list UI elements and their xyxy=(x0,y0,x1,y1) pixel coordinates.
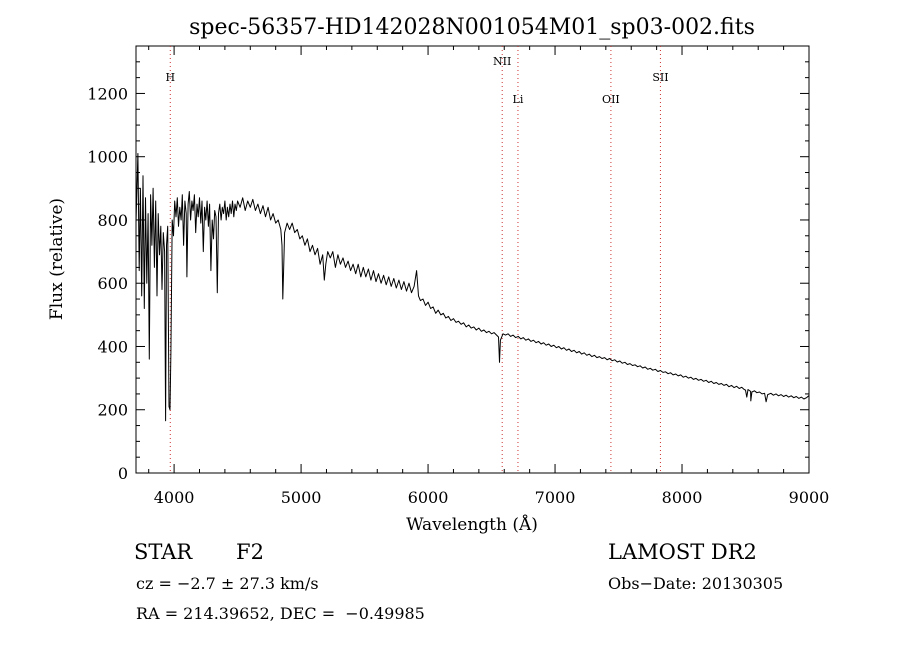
y-tick-label: 1000 xyxy=(87,148,128,167)
x-tick-label: 9000 xyxy=(789,488,830,507)
object-type: STAR xyxy=(134,540,193,564)
x-axis-label: Wavelength (Å) xyxy=(406,514,538,535)
y-axis-label: Flux (relative) xyxy=(47,198,67,320)
x-tick-label: 4000 xyxy=(154,488,195,507)
spectrum-series xyxy=(135,153,810,422)
obs-date: Obs−Date: 20130305 xyxy=(608,574,784,593)
line-marker-label-sii: SII xyxy=(652,71,668,84)
survey-name: LAMOST DR2 xyxy=(608,540,757,564)
chart-title: spec-56357-HD142028N001054M01_sp03-002.f… xyxy=(189,15,755,40)
line-marker-label-li: Li xyxy=(513,93,524,106)
x-tick-label: 6000 xyxy=(408,488,449,507)
y-tick-label: 800 xyxy=(97,211,128,230)
spectral-line-markers: H NII Li OII SII xyxy=(165,46,669,473)
line-marker-label-h: H xyxy=(165,71,175,84)
x-tick-label: 7000 xyxy=(535,488,576,507)
axis-ticks xyxy=(136,45,810,474)
plot-frame xyxy=(135,45,810,474)
spectral-subclass: F2 xyxy=(236,540,264,564)
y-tick-label: 400 xyxy=(97,337,128,356)
y-tick-label: 200 xyxy=(97,401,128,420)
redshift-value: cz = −2.7 ± 27.3 km/s xyxy=(136,574,319,593)
x-tick-label: 8000 xyxy=(662,488,703,507)
tick-labels: 4000 5000 6000 7000 8000 9000 0 200 400 600 800 100… xyxy=(87,84,829,507)
x-tick-label: 5000 xyxy=(281,488,322,507)
line-marker-label-oii: OII xyxy=(602,93,620,106)
line-marker-label-nii: NII xyxy=(493,55,511,68)
y-tick-label: 0 xyxy=(118,464,128,483)
y-tick-label: 1200 xyxy=(87,84,128,103)
spectrum-line xyxy=(135,153,810,422)
coordinates: RA = 214.39652, DEC = −0.49985 xyxy=(136,604,425,623)
y-tick-label: 600 xyxy=(97,274,128,293)
